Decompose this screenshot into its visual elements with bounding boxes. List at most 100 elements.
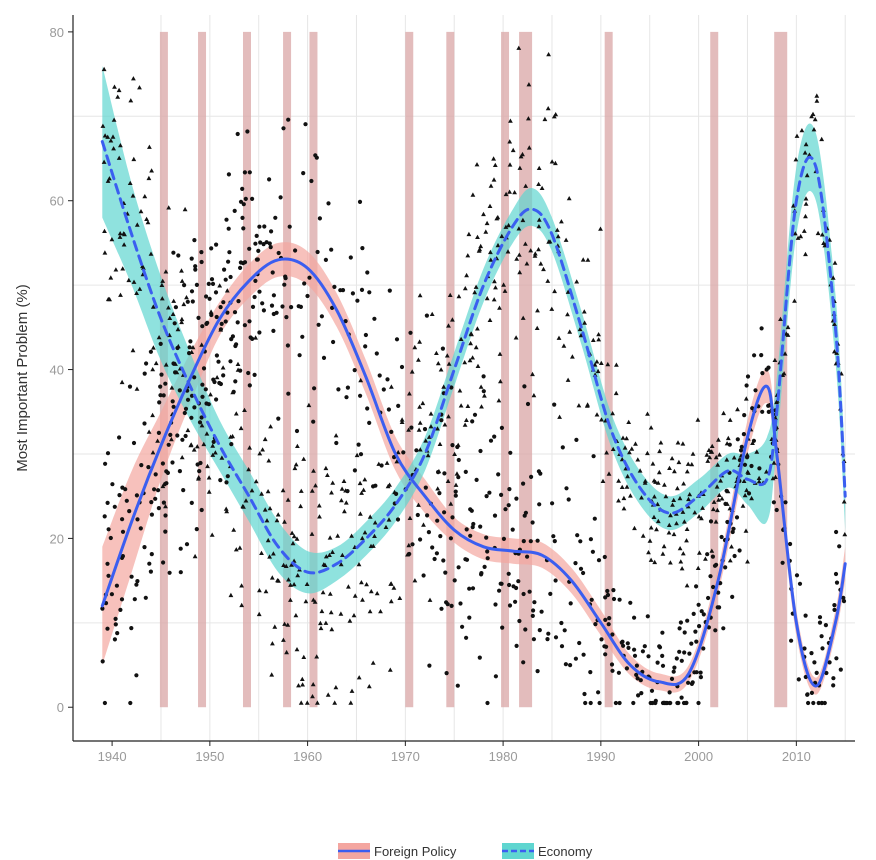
data-point [450, 443, 455, 448]
data-point [111, 117, 117, 122]
data-point [242, 323, 247, 328]
data-point [253, 278, 258, 283]
data-point [270, 270, 275, 275]
data-point [805, 692, 810, 697]
data-point [464, 272, 469, 278]
data-point [686, 680, 691, 685]
data-point [321, 355, 327, 360]
data-point [163, 362, 169, 367]
data-point [696, 700, 701, 706]
data-point [508, 118, 513, 123]
data-point [495, 214, 501, 220]
data-point [164, 481, 169, 486]
data-point [548, 591, 553, 597]
data-point [231, 389, 236, 394]
data-point [134, 290, 139, 295]
data-point [148, 569, 153, 574]
data-point [585, 257, 591, 262]
data-point [214, 353, 219, 358]
data-point [528, 248, 534, 253]
data-point [613, 700, 619, 706]
data-point [339, 486, 345, 491]
data-point [297, 353, 302, 358]
x-tick-label: 1990 [586, 749, 615, 764]
data-point [617, 597, 622, 602]
data-point [690, 451, 696, 456]
data-point [814, 670, 819, 676]
data-point [593, 622, 598, 627]
data-point [621, 495, 627, 501]
data-point [695, 417, 701, 422]
data-point [295, 573, 301, 578]
data-point [175, 326, 181, 332]
data-point [697, 550, 702, 555]
data-point [450, 515, 455, 520]
data-point [408, 330, 413, 335]
data-point [255, 257, 260, 262]
data-point [645, 450, 650, 456]
data-point [271, 328, 276, 333]
data-point [488, 257, 494, 262]
data-point [112, 637, 117, 642]
data-point [602, 554, 607, 560]
data-point [824, 670, 829, 676]
data-point [705, 458, 711, 463]
data-point [396, 403, 401, 408]
data-point [158, 384, 163, 389]
data-point [181, 488, 186, 493]
data-point [600, 478, 606, 483]
data-point [189, 349, 195, 354]
data-point [721, 626, 726, 631]
data-point [452, 451, 457, 456]
data-point [156, 488, 161, 493]
data-point [492, 162, 498, 167]
data-point [663, 494, 669, 499]
data-point [238, 199, 244, 204]
data-point [565, 312, 570, 317]
data-point [163, 269, 169, 274]
data-point [257, 451, 263, 456]
data-point [386, 517, 392, 522]
data-point [399, 419, 405, 424]
data-point [120, 517, 125, 522]
data-point [194, 527, 199, 532]
data-point [441, 384, 447, 389]
data-point [350, 291, 355, 296]
data-point [456, 294, 462, 299]
data-point [616, 498, 621, 503]
data-point [262, 436, 268, 442]
data-point [252, 294, 257, 300]
data-point [803, 613, 808, 618]
data-point [677, 495, 683, 501]
data-point [182, 283, 187, 288]
data-point [301, 456, 307, 461]
data-point [532, 253, 538, 258]
data-point [214, 314, 219, 320]
data-point [348, 255, 353, 260]
data-point [522, 513, 527, 518]
data-point [674, 656, 679, 661]
data-point [356, 562, 362, 567]
data-point [131, 440, 137, 446]
data-point [417, 293, 423, 298]
data-point [467, 357, 473, 363]
data-point [209, 277, 215, 282]
data-point [376, 461, 382, 466]
data-point [592, 516, 597, 521]
data-point [598, 226, 603, 231]
data-point [484, 295, 490, 301]
data-point [183, 433, 188, 439]
data-point [526, 82, 532, 87]
data-point [645, 614, 650, 619]
data-point [184, 295, 189, 300]
data-point [698, 670, 703, 675]
data-point [138, 526, 143, 531]
data-point [291, 533, 297, 539]
data-point [656, 469, 662, 475]
data-point [742, 462, 748, 467]
data-point [595, 368, 601, 374]
data-point [161, 393, 166, 398]
data-point [298, 304, 303, 309]
data-point [426, 434, 432, 439]
data-point [792, 298, 797, 303]
